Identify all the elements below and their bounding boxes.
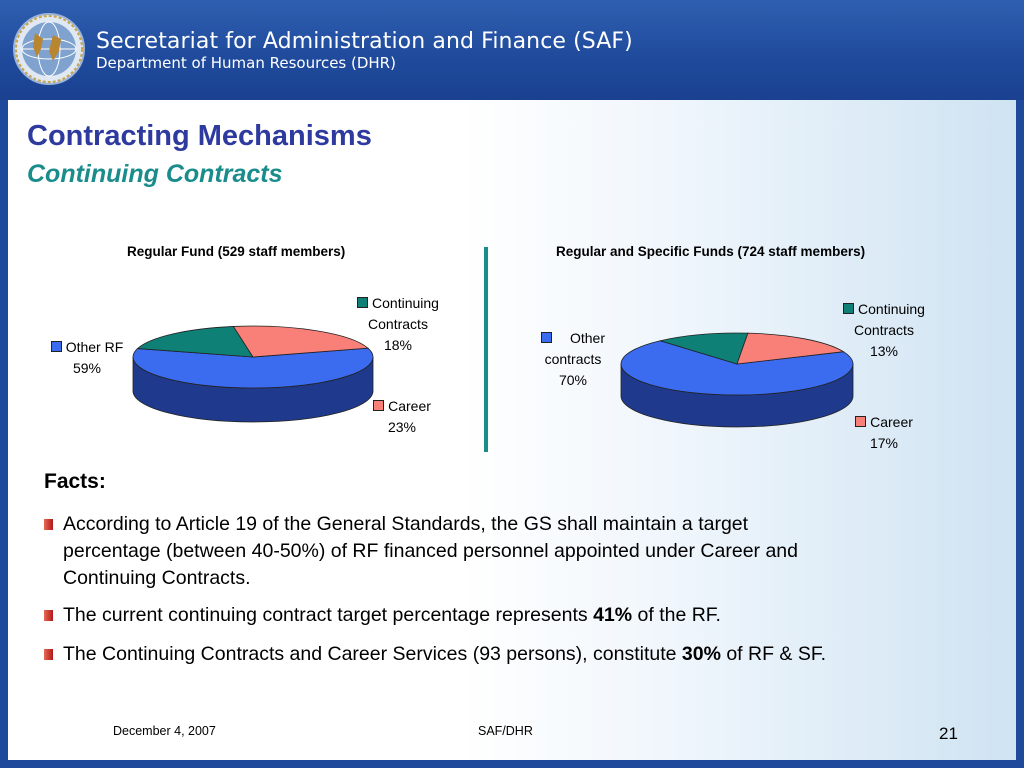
chart2-label-continuing: Continuing Contracts 13% (824, 299, 944, 362)
chart1-label-continuing: Continuing Contracts 18% (338, 293, 458, 356)
chart1-slice-continuing-contracts (136, 326, 254, 358)
page-number: 21 (939, 724, 958, 743)
fact1-line1: According to Article 19 of the General S… (63, 513, 749, 535)
chart1-label-career: Career 23% (352, 396, 452, 438)
chart2-cont-name-b: Contracts (854, 322, 914, 338)
chart1-label-other: Other RF 59% (32, 337, 142, 379)
chart2-career-pct: 17% (869, 435, 899, 451)
slide-title: Contracting Mechanisms (27, 120, 372, 152)
legend-swatch (540, 332, 552, 343)
chart1-other-name: Other RF (65, 339, 124, 355)
fact2-text: The current continuing contract target p… (63, 604, 594, 626)
fact2-bold: 41% (593, 604, 633, 626)
chart2-slice-other-contracts (620, 340, 854, 396)
chart1-title: Regular Fund (529 staff members) (127, 244, 346, 259)
legend-swatch (357, 297, 369, 308)
chart2-other-pct: 70% (558, 372, 588, 388)
legend-swatch (50, 341, 62, 352)
chart1-slice-career (232, 325, 369, 358)
fact3-text: The Continuing Contracts and Career Serv… (63, 643, 682, 665)
fact1-line3: Continuing Contracts. (63, 567, 251, 589)
bullet-marker-icon (44, 519, 53, 530)
chart2-cont-pct: 13% (869, 343, 899, 359)
chart2-other-name-a: Other (569, 330, 605, 346)
chart2-title: Regular and Specific Funds (724 staff me… (556, 244, 866, 259)
chart2-label-career: Career 17% (834, 412, 934, 454)
oas-globe-seal-icon (13, 13, 85, 85)
chart1-cont-pct: 18% (383, 337, 413, 353)
fact1-line2: percentage (between 40-50%) of RF financ… (63, 540, 798, 562)
chart2-slice-career (736, 332, 845, 365)
facts-heading: Facts: (44, 470, 106, 493)
bullet-marker-icon (44, 649, 53, 660)
footer-org: SAF/DHR (478, 724, 533, 738)
chart1-cont-name-a: Continuing (372, 295, 439, 311)
legend-swatch (843, 303, 855, 314)
fact2-tail: of the RF. (632, 604, 721, 626)
footer-date: December 4, 2007 (113, 724, 216, 738)
slide-subtitle: Continuing Contracts (27, 160, 283, 188)
legend-swatch (855, 416, 867, 427)
fact3-tail: of RF & SF. (720, 643, 827, 665)
chart2-other-name-b: contracts (544, 351, 602, 367)
chart1-other-pct: 59% (72, 360, 102, 376)
chart-divider (484, 247, 488, 452)
fact-bullet-2: The current continuing contract target p… (44, 602, 964, 629)
fact-bullet-3: The Continuing Contracts and Career Serv… (44, 641, 964, 668)
fact3-bold: 30% (681, 643, 721, 665)
header-subtitle: Department of Human Resources (DHR) (96, 54, 396, 72)
chart2-cont-name-a: Continuing (858, 301, 925, 317)
slide-body (0, 100, 1024, 768)
chart1-career-name: Career (388, 398, 431, 414)
header-banner: Secretariat for Administration and Finan… (0, 0, 1024, 100)
chart1-slice-other-rf (132, 347, 374, 389)
header-title: Secretariat for Administration and Finan… (96, 29, 633, 54)
chart2-career-name: Career (870, 414, 913, 430)
legend-swatch (373, 400, 385, 411)
fact-bullet-1: According to Article 19 of the General S… (44, 511, 964, 592)
chart2-slice-continuing-contracts (658, 332, 749, 365)
chart1-career-pct: 23% (387, 419, 417, 435)
bullet-marker-icon (44, 610, 53, 621)
chart1-cont-name-b: Contracts (368, 316, 428, 332)
chart2-label-other: Other contracts 70% (518, 328, 628, 391)
